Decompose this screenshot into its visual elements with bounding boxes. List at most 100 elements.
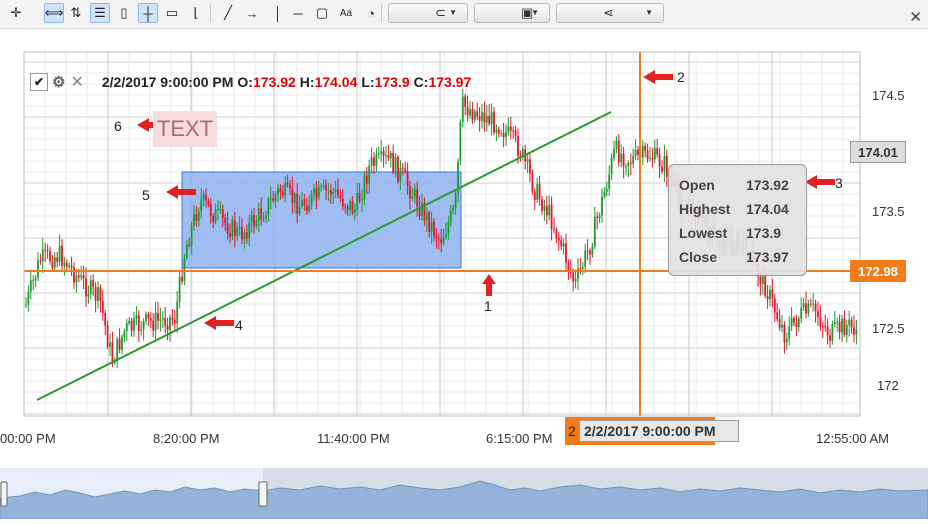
trendline-icon[interactable]: ╱ <box>224 5 232 20</box>
candle-body <box>567 262 570 270</box>
candle-body <box>557 237 560 241</box>
x-tick-label: 11:40:00 PM <box>317 431 390 446</box>
gear-icon[interactable]: ⚙ <box>52 74 66 91</box>
crosshair-move-icon[interactable]: ✛ <box>10 5 22 20</box>
pan-icon[interactable]: ⟺ <box>44 3 64 23</box>
candle-body <box>543 205 546 211</box>
candle-body <box>161 318 164 320</box>
low-label: L: <box>361 74 375 90</box>
candle-body <box>843 318 846 335</box>
candle-body <box>248 222 251 239</box>
candle-body <box>209 204 212 217</box>
candle-body <box>308 204 311 212</box>
candle-body <box>853 327 855 335</box>
navigator-handle-right[interactable] <box>258 481 268 507</box>
time-navigator[interactable] <box>0 468 928 520</box>
gauge-icon[interactable]: ◔ <box>367 5 375 21</box>
candle-body <box>661 166 663 172</box>
candle-body <box>221 208 224 218</box>
candle-body <box>457 161 459 194</box>
comment-icon[interactable]: ▭ <box>165 5 179 20</box>
chevron-down-icon: ▼ <box>531 8 539 17</box>
candle-body <box>241 227 243 240</box>
candle-body <box>526 159 529 162</box>
candle-body <box>123 331 126 337</box>
magnet-dropdown[interactable]: ⊂ ▼ <box>388 3 468 23</box>
candle-body <box>255 221 258 227</box>
candle-body <box>447 222 450 235</box>
page-icon[interactable]: ▯ <box>120 5 128 20</box>
candle-body <box>493 111 495 133</box>
candle-body <box>41 249 44 262</box>
save-dropdown[interactable]: ▣ ▼ <box>474 3 550 23</box>
toolbar-separator <box>210 4 211 22</box>
candle-body <box>478 116 481 121</box>
close-series-icon[interactable]: ✕ <box>70 74 84 91</box>
crosshair-icon[interactable]: ┼ <box>138 3 158 23</box>
candle-body <box>658 154 661 167</box>
share-dropdown[interactable]: ⋖ ▼ <box>556 3 664 23</box>
vertical-line-icon[interactable]: │ <box>273 5 283 21</box>
candle-body <box>202 194 205 200</box>
candle-body <box>169 317 171 330</box>
candle-body <box>303 199 306 206</box>
candle-body <box>262 218 265 220</box>
close-icon[interactable]: ✕ <box>909 9 922 26</box>
candle-body <box>778 319 781 328</box>
text-drawing[interactable]: TEXT <box>153 111 217 147</box>
level-icon[interactable]: ⌊ <box>193 5 199 20</box>
candle-body <box>133 318 135 331</box>
horizontal-line-icon[interactable]: ─ <box>293 5 303 21</box>
candle-body <box>164 318 167 326</box>
candle-body <box>65 262 68 267</box>
navigator-handle-left[interactable] <box>0 481 8 507</box>
ray-icon[interactable]: → <box>245 5 259 21</box>
candle-body <box>425 212 428 221</box>
candle-body <box>178 276 181 302</box>
candle-body <box>562 243 565 247</box>
candle-body <box>346 207 349 210</box>
ohlc-datetime: 2/2/2017 9:00:00 PM <box>101 74 234 90</box>
candle-body <box>469 109 471 116</box>
candle-body <box>149 318 152 321</box>
candle-body <box>409 185 411 199</box>
candle-body <box>608 174 611 189</box>
candle-body <box>377 153 380 155</box>
candle-body <box>613 148 615 158</box>
candle-body <box>620 153 623 163</box>
candle-body <box>253 215 255 227</box>
candle-body <box>445 234 447 237</box>
candle-body <box>373 157 375 166</box>
candle-body <box>651 158 654 160</box>
candle-body <box>277 188 279 195</box>
candle-body <box>637 149 639 155</box>
sort-arrows-icon[interactable]: ⇅ <box>70 5 82 20</box>
tooltip-key: Close <box>679 249 718 265</box>
red-arrow-icon <box>137 118 167 132</box>
candle-body <box>281 191 284 196</box>
candle-body <box>812 303 815 305</box>
candle-body <box>176 301 179 324</box>
candle-body <box>805 303 807 314</box>
candle-body <box>641 145 644 158</box>
rectangle-icon[interactable]: ▢ <box>315 5 329 20</box>
red-arrow-icon <box>805 175 835 189</box>
candle-body <box>325 184 327 191</box>
candle-body <box>833 321 836 325</box>
navigator-canvas[interactable] <box>0 468 928 520</box>
candle-body <box>53 257 56 268</box>
trendline-drawing[interactable] <box>36 111 612 401</box>
candle-body <box>795 322 798 328</box>
candle-body <box>521 149 524 157</box>
callout-number: 6 <box>114 118 122 134</box>
list-icon[interactable]: ☰ <box>90 3 110 23</box>
text-tool-icon[interactable]: Aa <box>339 7 353 19</box>
candle-body <box>502 133 505 138</box>
candle-body <box>135 315 138 319</box>
visibility-checkbox[interactable]: ✔ <box>30 73 48 91</box>
candle-body <box>581 266 584 269</box>
candle-body <box>233 219 236 236</box>
candle-body <box>58 245 61 262</box>
candle-body <box>224 217 227 223</box>
candle-body <box>80 275 83 278</box>
